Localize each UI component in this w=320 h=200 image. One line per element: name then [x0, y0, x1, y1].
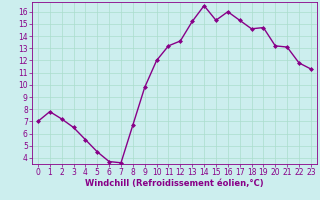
X-axis label: Windchill (Refroidissement éolien,°C): Windchill (Refroidissement éolien,°C)	[85, 179, 264, 188]
